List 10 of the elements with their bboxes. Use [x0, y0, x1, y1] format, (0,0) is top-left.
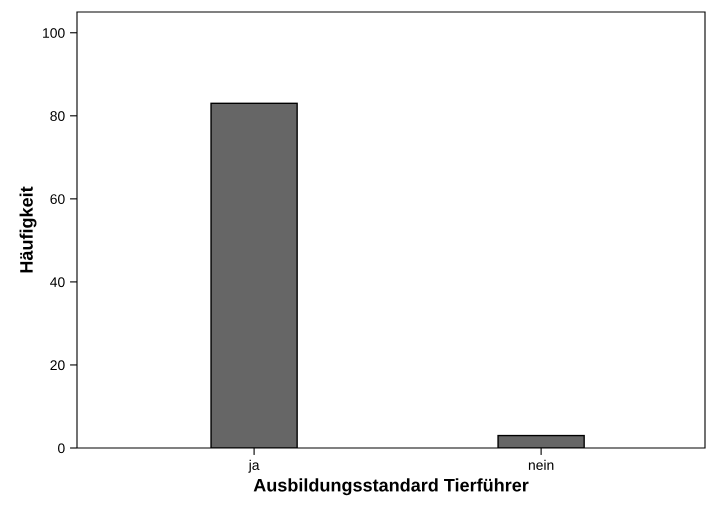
- x-tick-label: ja: [248, 460, 260, 473]
- x-axis-title: Ausbildungsstandard Tierführer: [254, 478, 529, 496]
- y-tick-label: 0: [58, 443, 65, 454]
- y-axis-title: Häufigkeit: [20, 186, 36, 272]
- y-tick-label: 100: [43, 28, 65, 38]
- y-tick-label: 20: [50, 360, 65, 370]
- y-tick-label: 40: [50, 277, 65, 288]
- x-tick-label: nein: [528, 460, 554, 470]
- y-tick-label: 80: [50, 111, 65, 121]
- y-tick-label: 60: [50, 194, 65, 204]
